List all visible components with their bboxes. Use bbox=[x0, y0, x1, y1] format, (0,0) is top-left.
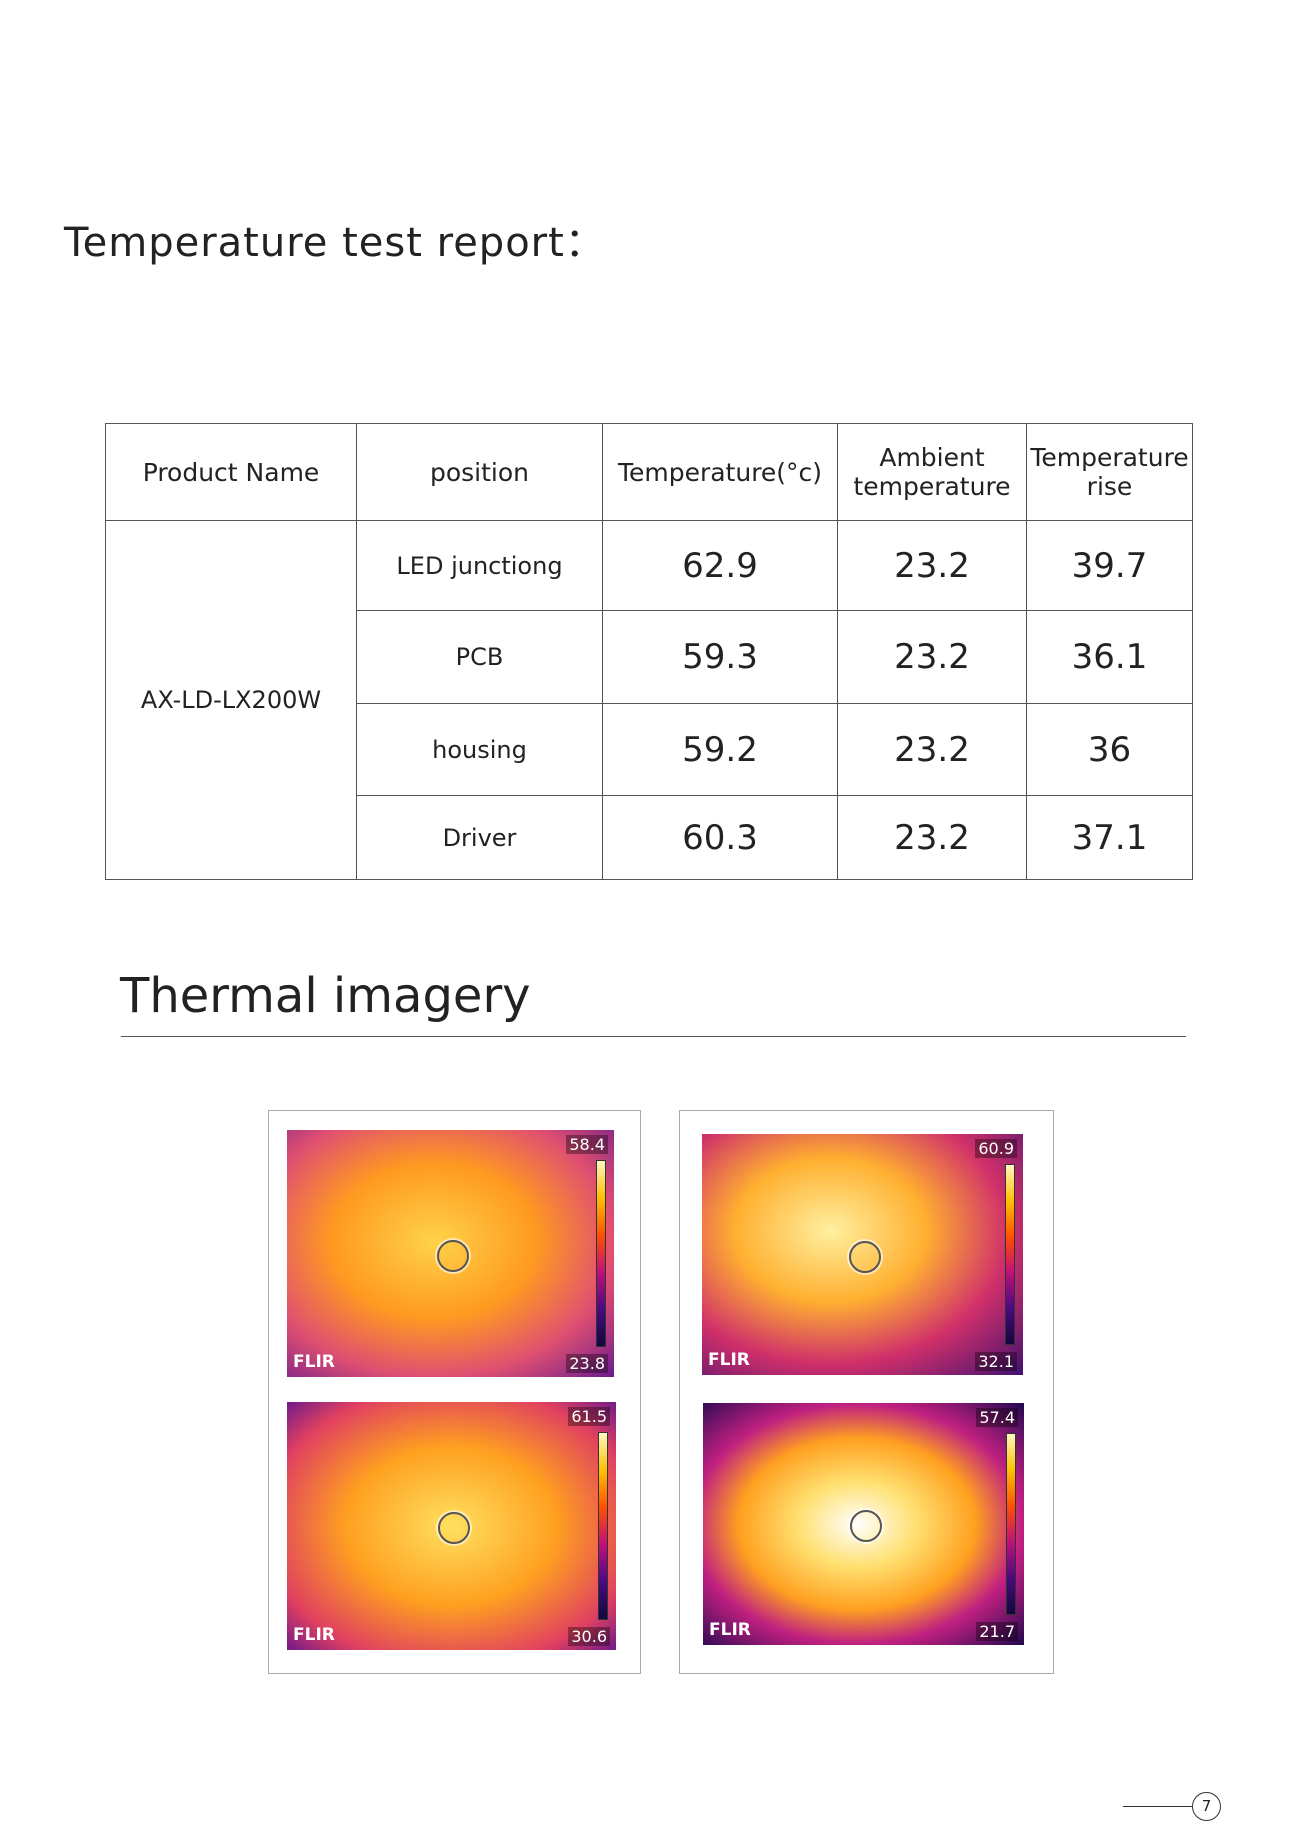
table-row: housing 59.2 23.2 36 bbox=[106, 703, 1193, 796]
max-temp: 57.4 bbox=[976, 1408, 1018, 1427]
logo: FLIR bbox=[708, 1350, 750, 1370]
crosshair bbox=[849, 1510, 882, 1542]
value-cell: 62.9 bbox=[602, 520, 838, 611]
value-cell: 36 bbox=[1026, 703, 1193, 796]
value-cell: 23.2 bbox=[837, 520, 1027, 611]
min-temp: 30.6 bbox=[568, 1627, 610, 1646]
value-cell: 23.2 bbox=[837, 795, 1027, 880]
position-cell: LED junctiong bbox=[356, 520, 603, 611]
max-temp: 61.5 bbox=[568, 1407, 610, 1426]
page-line bbox=[1123, 1806, 1192, 1807]
min-temp: 21.7 bbox=[976, 1622, 1018, 1641]
header-cell: Product Name bbox=[105, 423, 357, 521]
value-cell: 39.7 bbox=[1026, 520, 1193, 611]
header-cell: Temperature rise bbox=[1026, 423, 1193, 521]
color-scale bbox=[1006, 1433, 1016, 1615]
color-scale bbox=[1005, 1164, 1015, 1345]
section-heading: Thermal imagery bbox=[120, 968, 531, 1024]
temperature-table: Product Name position Temperature(°c) Ambie… bbox=[105, 423, 1193, 880]
value-cell: 23.2 bbox=[837, 610, 1027, 704]
logo: FLIR bbox=[293, 1625, 335, 1645]
header-cell: Temperature(°c) bbox=[602, 423, 838, 521]
position-cell: housing bbox=[356, 703, 603, 796]
max-temp: 58.4 bbox=[566, 1135, 608, 1154]
header-cell: position bbox=[356, 423, 603, 521]
thermal-image: 61.5 30.6 FLIR bbox=[287, 1402, 616, 1650]
min-temp: 23.8 bbox=[566, 1354, 608, 1373]
value-cell: 36.1 bbox=[1026, 610, 1193, 704]
report-title: Temperature test report： bbox=[64, 220, 606, 266]
logo: FLIR bbox=[293, 1352, 335, 1372]
value-cell: 59.2 bbox=[602, 703, 838, 796]
position-cell: PCB bbox=[356, 610, 603, 704]
max-temp: 60.9 bbox=[975, 1139, 1017, 1158]
product-cell: AX-LD-LX200W bbox=[105, 520, 357, 880]
thermal-image: 57.4 21.7 FLIR bbox=[703, 1403, 1024, 1645]
header-cell: Ambient temperature bbox=[837, 423, 1027, 521]
position-cell: Driver bbox=[356, 795, 603, 880]
thermal-image: 60.9 32.1 FLIR bbox=[702, 1134, 1023, 1375]
value-cell: 59.3 bbox=[602, 610, 838, 704]
crosshair bbox=[437, 1512, 470, 1544]
value-cell: 37.1 bbox=[1026, 795, 1193, 880]
crosshair bbox=[436, 1239, 469, 1272]
color-scale bbox=[596, 1160, 606, 1347]
value-cell: 23.2 bbox=[837, 703, 1027, 796]
value-cell: 60.3 bbox=[602, 795, 838, 880]
divider bbox=[121, 1036, 1186, 1037]
table-row: AX-LD-LX200W LED junctiong 62.9 23.2 39.7 bbox=[105, 520, 1193, 880]
color-scale bbox=[598, 1432, 608, 1620]
table-row: Driver 60.3 23.2 37.1 bbox=[106, 795, 1193, 880]
page-number: 7 bbox=[1192, 1792, 1221, 1821]
min-temp: 32.1 bbox=[975, 1352, 1017, 1371]
thermal-image: 58.4 23.8 FLIR bbox=[287, 1130, 614, 1377]
crosshair bbox=[848, 1240, 881, 1273]
logo: FLIR bbox=[709, 1620, 751, 1640]
